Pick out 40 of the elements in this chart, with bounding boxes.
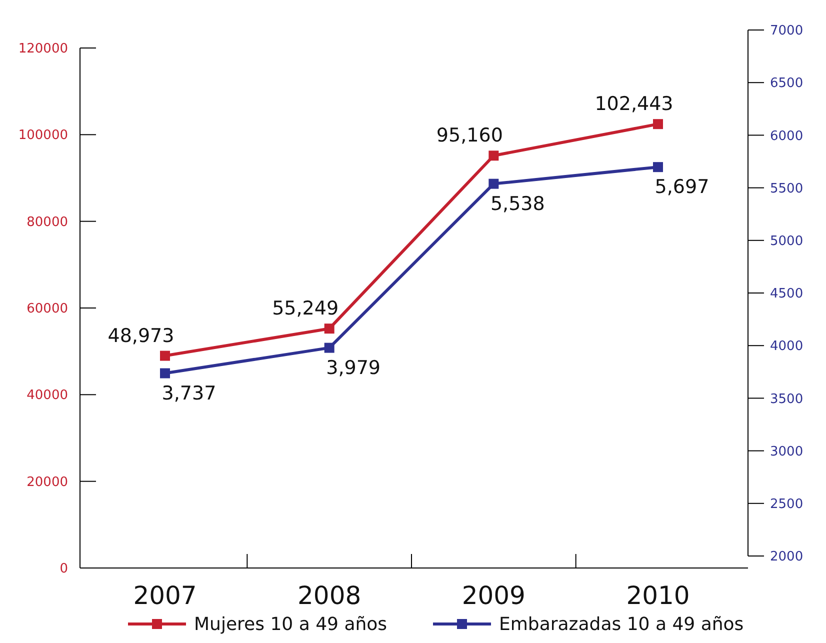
x-tick-label: 2007 [133, 581, 197, 610]
point [160, 368, 170, 378]
y2-tick-label: 6000 [770, 128, 804, 144]
point [160, 350, 170, 361]
y-tick-label: 20000 [26, 474, 68, 490]
y2-tick-label: 2500 [770, 496, 804, 512]
data-label: 55,249 [272, 298, 339, 320]
data-label: 3,737 [162, 382, 216, 404]
y2-tick-label: 5500 [770, 181, 804, 196]
data-label: 3,979 [326, 356, 381, 379]
legend-label: Embarazadas 10 a 49 años [499, 614, 744, 635]
y2-tick-label: 4500 [770, 286, 804, 302]
y-tick-label: 120000 [18, 42, 68, 57]
y-tick-label: 0 [60, 562, 68, 577]
y2-tick-label: 2000 [770, 550, 804, 565]
y2-tick-label: 6500 [770, 76, 804, 92]
point [488, 150, 499, 161]
y2-tick-label: 5000 [770, 234, 804, 249]
data-label: 102,443 [594, 93, 674, 116]
y-tick-label: 100000 [18, 128, 68, 144]
point [324, 342, 334, 353]
x-tick-label: 2009 [462, 581, 526, 610]
x-tick-label: 2008 [298, 581, 362, 610]
y-tick-label: 40000 [26, 388, 68, 404]
point [488, 178, 499, 189]
data-label: 48,973 [108, 324, 174, 347]
y2-tick-label: 3000 [770, 444, 804, 460]
y2-tick-label: 3500 [770, 392, 804, 407]
y2-tick-label: 7000 [770, 24, 804, 39]
y-tick-label: 60000 [26, 302, 68, 317]
point [324, 324, 334, 334]
data-label: 95,160 [436, 124, 503, 147]
x-tick-label: 2010 [626, 581, 690, 610]
data-label: 5,538 [490, 192, 545, 215]
point [653, 119, 663, 130]
legend-label: Mujeres 10 a 49 años [194, 614, 388, 635]
data-label: 5,697 [654, 176, 710, 198]
y-tick-label: 80000 [26, 214, 68, 230]
y2-tick-label: 4000 [770, 339, 804, 354]
point [653, 162, 663, 172]
